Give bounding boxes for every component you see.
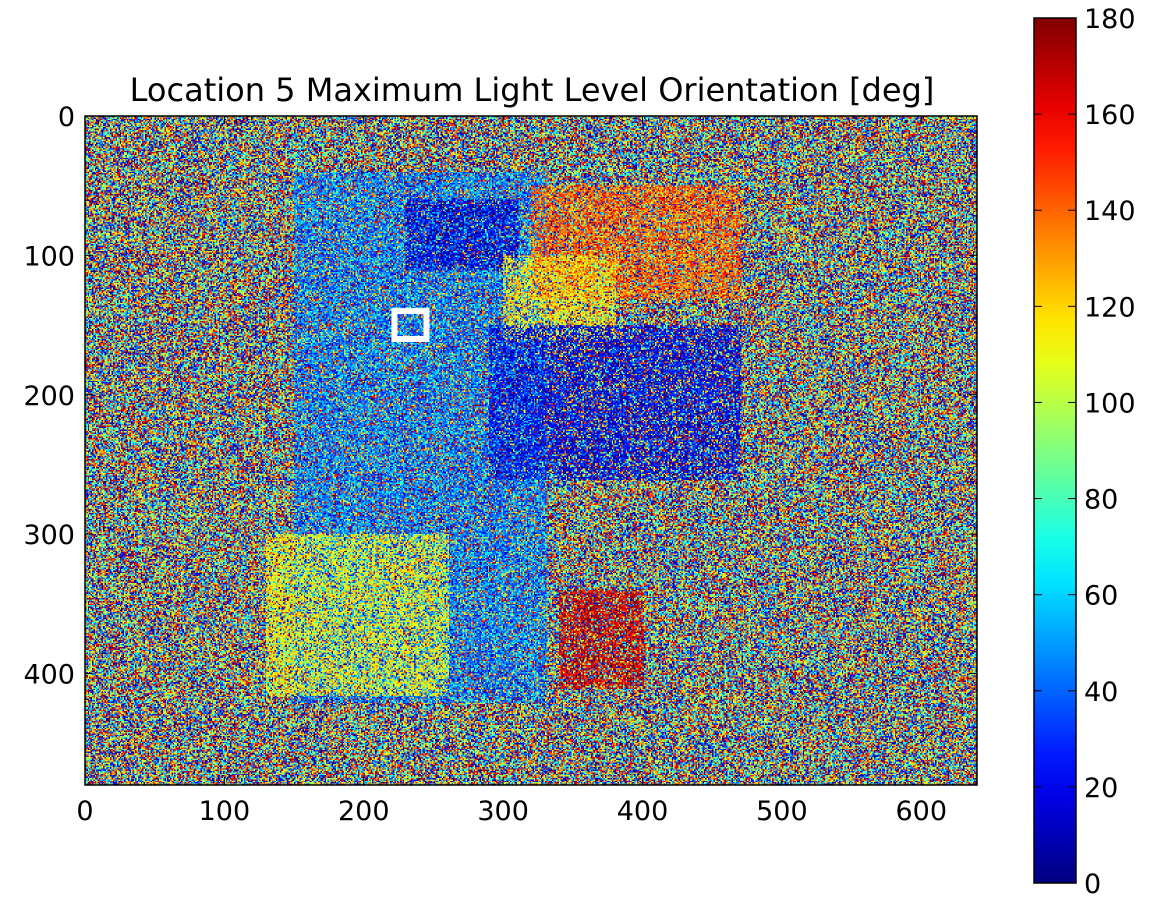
- y-tick-label: 400: [23, 660, 75, 691]
- x-tick-label: 600: [895, 796, 947, 827]
- plot-frame: [84, 115, 978, 786]
- colorbar-tick-label: 160: [1084, 100, 1136, 131]
- x-axis: 0 100 200 300 400 500 600: [76, 116, 947, 827]
- y-tick-label: 300: [23, 520, 75, 551]
- colorbar-tick-label: 40: [1084, 677, 1118, 708]
- heatmap-image: [85, 116, 977, 785]
- x-tick-label: 300: [477, 796, 529, 827]
- x-tick-label: 0: [76, 796, 93, 827]
- y-tick-label: 100: [23, 241, 75, 272]
- y-axis: 0 100 200 300 400: [23, 102, 977, 691]
- colorbar-tick-label: 140: [1084, 196, 1136, 227]
- chart-title: Location 5 Maximum Light Level Orientati…: [130, 71, 935, 109]
- colorbar-tick-label: 180: [1084, 4, 1136, 35]
- colorbar-tick-label: 20: [1084, 773, 1118, 804]
- y-tick-label: 200: [23, 381, 75, 412]
- x-tick-label: 400: [617, 796, 669, 827]
- x-tick-label: 100: [199, 796, 251, 827]
- annotation-box: [391, 308, 430, 342]
- colorbar-tick-label: 120: [1084, 292, 1136, 323]
- colorbar-axis: 0 20 40 60 80 100 120 140 160 180: [1034, 4, 1136, 899]
- colorbar-tick-label: 0: [1084, 869, 1101, 899]
- x-tick-label: 200: [338, 796, 390, 827]
- x-tick-label: 500: [756, 796, 808, 827]
- colorbar-tick-label: 100: [1084, 388, 1136, 419]
- colorbar-tick-label: 60: [1084, 581, 1118, 612]
- colorbar-tick-label: 80: [1084, 485, 1118, 516]
- colorbar: [1033, 17, 1077, 884]
- y-tick-label: 0: [58, 102, 75, 133]
